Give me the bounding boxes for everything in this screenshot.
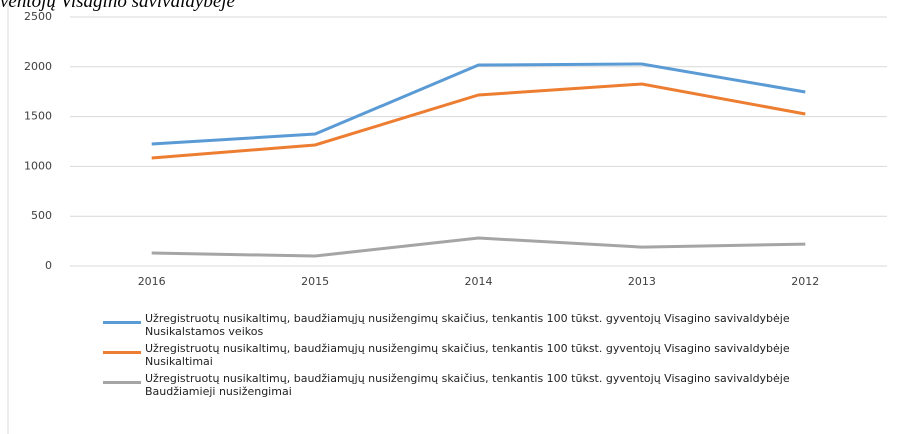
y-tick-label: 2500 bbox=[24, 10, 52, 23]
series-line bbox=[151, 62, 806, 146]
legend-label: Užregistruotų nusikaltimų, baudžiamųjų n… bbox=[145, 342, 790, 368]
series-line bbox=[151, 82, 806, 160]
y-tick-label: 500 bbox=[31, 209, 52, 222]
y-tick-label: 1000 bbox=[24, 159, 52, 172]
y-tick-label: 1500 bbox=[24, 110, 52, 123]
y-tick-label: 0 bbox=[45, 259, 52, 272]
legend-swatch bbox=[103, 381, 141, 384]
legend-item: Užregistruotų nusikaltimų, baudžiamųjų n… bbox=[103, 372, 845, 398]
legend-item: Užregistruotų nusikaltimų, baudžiamųjų n… bbox=[103, 342, 845, 368]
legend-swatch bbox=[103, 351, 141, 354]
legend-label: Užregistruotų nusikaltimų, baudžiamųjų n… bbox=[145, 312, 790, 338]
legend: Užregistruotų nusikaltimų, baudžiamųjų n… bbox=[103, 312, 823, 402]
x-tick-label: 2013 bbox=[628, 275, 656, 288]
legend-label: Užregistruotų nusikaltimų, baudžiamųjų n… bbox=[145, 372, 790, 398]
legend-swatch bbox=[103, 321, 141, 324]
x-tick-label: 2016 bbox=[138, 275, 166, 288]
y-tick-label: 2000 bbox=[24, 60, 52, 73]
x-tick-label: 2015 bbox=[301, 275, 329, 288]
x-tick-label: 2012 bbox=[791, 275, 819, 288]
series-line bbox=[151, 236, 806, 258]
chart-title: ventojų Visagino savivaldybėje bbox=[0, 0, 235, 12]
legend-item: Užregistruotų nusikaltimų, baudžiamųjų n… bbox=[103, 312, 845, 338]
x-tick-label: 2014 bbox=[465, 275, 493, 288]
